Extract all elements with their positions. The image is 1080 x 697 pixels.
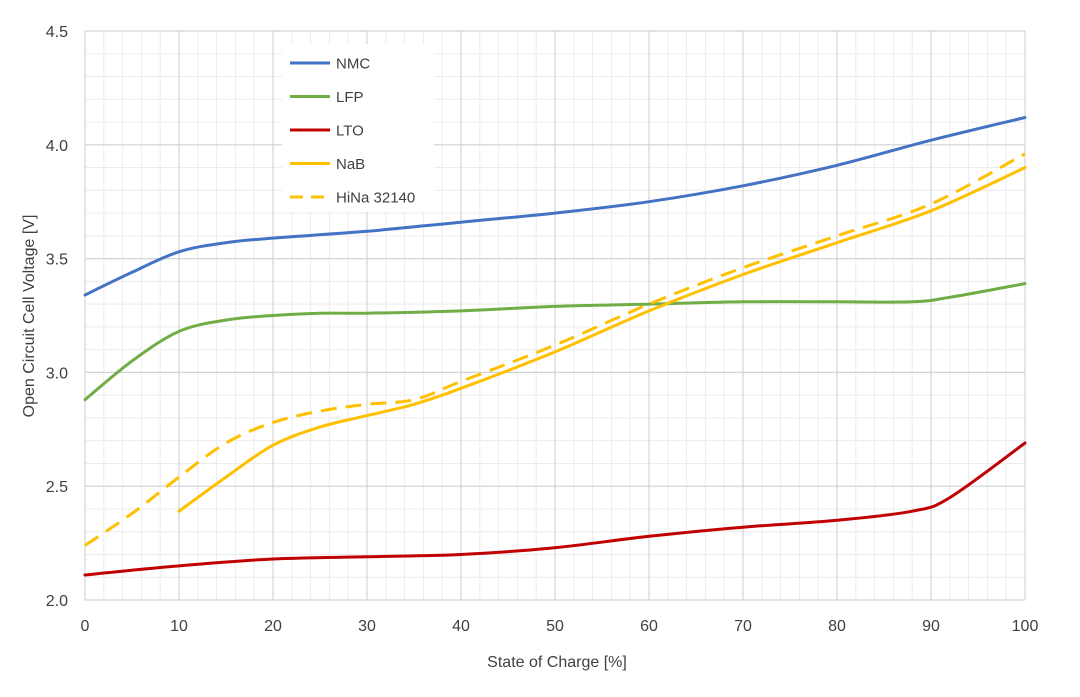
x-tick-label: 100 [1012, 618, 1039, 635]
y-tick-label: 3.5 [46, 252, 68, 269]
y-tick-label: 2.5 [46, 479, 68, 496]
series-line-nmc [83, 116, 1027, 297]
x-tick-label: 10 [170, 618, 188, 635]
legend-box [282, 44, 434, 212]
x-tick-label: 50 [546, 618, 564, 635]
series-layer [83, 116, 1027, 577]
legend-label-nab: NaB [336, 156, 365, 173]
major-gridlines [84, 30, 1026, 601]
x-tick-label: 80 [828, 618, 846, 635]
x-tick-label: 90 [922, 618, 940, 635]
legend-label-nmc: NMC [336, 56, 370, 73]
legend-label-lfp: LFP [336, 89, 364, 106]
y-tick-label: 4.0 [46, 138, 68, 155]
y-tick-labels: 2.0 2.5 3.0 3.5 4.0 4.5 [46, 24, 68, 610]
series-line-lto [83, 441, 1027, 577]
y-tick-label: 4.5 [46, 24, 68, 41]
y-tick-label: 3.0 [46, 365, 68, 382]
series-line-nab [177, 166, 1027, 513]
legend-label-lto: LTO [336, 123, 364, 140]
series-line-lfp [83, 282, 1027, 402]
x-axis-label: State of Charge [%] [487, 654, 627, 671]
x-tick-label: 70 [734, 618, 752, 635]
series-line-hina-32140 [84, 152, 1026, 547]
y-axis-label: Open Circuit Cell Voltage [V] [21, 215, 38, 418]
y-tick-label: 2.0 [46, 593, 68, 610]
x-tick-label: 60 [640, 618, 658, 635]
x-tick-labels: 0 10 20 30 40 50 60 70 80 90 100 [81, 618, 1039, 635]
x-tick-label: 30 [358, 618, 376, 635]
x-tick-label: 0 [81, 618, 90, 635]
x-tick-label: 40 [452, 618, 470, 635]
x-tick-label: 20 [264, 618, 282, 635]
legend-label-hina-32140: HiNa 32140 [336, 190, 415, 207]
legend: NMC LFP LTO NaB HiNa 32140 [282, 44, 434, 212]
